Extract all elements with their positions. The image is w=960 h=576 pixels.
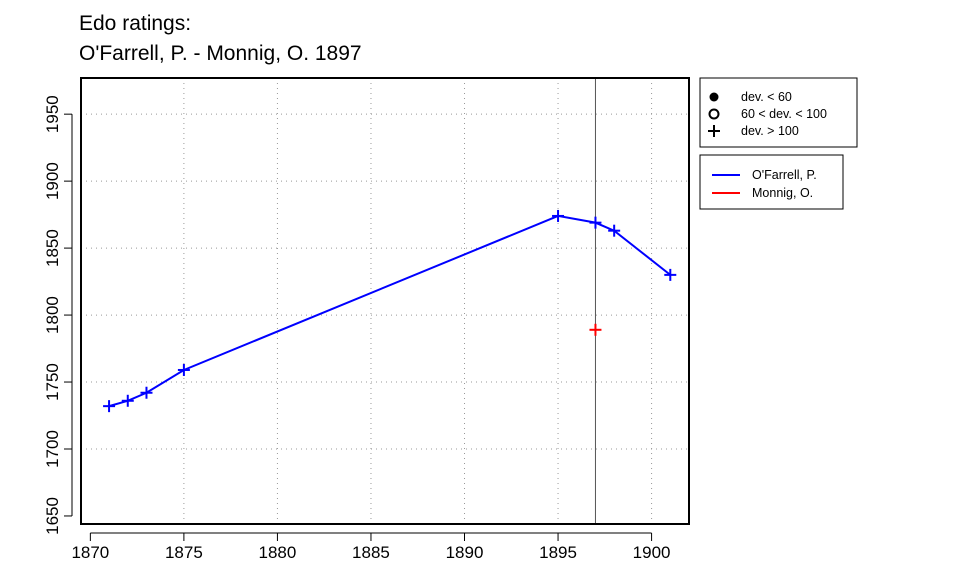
marker-legend-label: dev. < 60 <box>741 90 792 104</box>
data-point-plus <box>140 386 153 399</box>
marker-legend-label: 60 < dev. < 100 <box>741 107 827 121</box>
grid-lines <box>81 78 689 524</box>
series-legend-label: Monnig, O. <box>752 186 813 200</box>
x-tick-label: 1875 <box>165 543 203 562</box>
data-point-plus <box>103 400 116 413</box>
y-tick-label: 1900 <box>43 162 62 200</box>
data-point-plus <box>177 363 190 376</box>
plot-frame <box>80 77 690 525</box>
y-tick-label: 1750 <box>43 363 62 401</box>
marker-legend: dev. < 60 60 < dev. < 100 dev. > 100 <box>699 77 858 148</box>
y-tick-label: 1700 <box>43 430 62 468</box>
data-point-plus <box>589 323 602 336</box>
data-point-plus <box>664 268 677 281</box>
series-layer <box>103 209 677 413</box>
x-tick-label: 1885 <box>352 543 390 562</box>
x-axis: 1870 1875 1880 1885 1890 1895 1900 <box>71 532 671 562</box>
data-point-plus <box>589 216 602 229</box>
chart-title: Edo ratings: <box>79 12 191 35</box>
marker-legend-box <box>699 77 858 148</box>
x-tick-label: 1900 <box>633 543 671 562</box>
series-legend-box <box>699 154 844 210</box>
filled-circle-icon <box>709 92 719 102</box>
y-axis: 1650 1700 1750 1800 1850 1900 1950 <box>43 95 73 535</box>
series-legend-label: O'Farrell, P. <box>752 168 817 182</box>
data-point-plus <box>552 209 565 222</box>
y-tick-label: 1950 <box>43 95 62 133</box>
x-tick-label: 1880 <box>259 543 297 562</box>
y-tick-label: 1850 <box>43 229 62 267</box>
x-tick-label: 1890 <box>446 543 484 562</box>
x-tick-label: 1895 <box>539 543 577 562</box>
series-line-0 <box>108 214 671 408</box>
chart-subtitle: O'Farrell, P. - Monnig, O. 1897 <box>79 42 362 65</box>
data-point-plus <box>608 224 621 237</box>
x-tick-label: 1870 <box>71 543 109 562</box>
data-point-plus <box>121 394 134 407</box>
marker-legend-label: dev. > 100 <box>741 124 799 138</box>
open-circle-icon <box>708 108 720 120</box>
y-tick-label: 1800 <box>43 296 62 334</box>
series-legend: O'Farrell, P. Monnig, O. <box>699 154 844 210</box>
y-tick-label: 1650 <box>43 497 62 535</box>
